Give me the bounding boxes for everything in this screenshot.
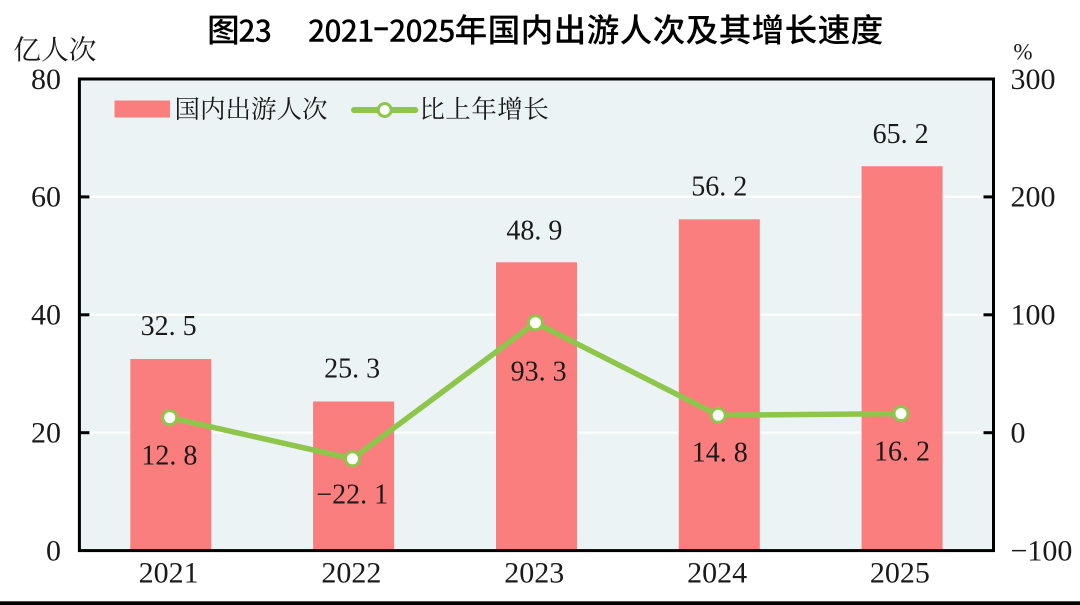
svg-text:300: 300 xyxy=(1011,63,1056,96)
svg-text:93. 3: 93. 3 xyxy=(511,356,567,387)
svg-text:80: 80 xyxy=(31,63,61,96)
svg-text:0: 0 xyxy=(46,534,61,567)
svg-text:16. 2: 16. 2 xyxy=(874,436,930,467)
svg-text:60: 60 xyxy=(31,181,61,214)
svg-text:65. 2: 65. 2 xyxy=(873,119,929,150)
svg-text:2024: 2024 xyxy=(687,556,747,589)
svg-text:48. 9: 48. 9 xyxy=(506,216,562,247)
svg-text:2021: 2021 xyxy=(139,556,199,589)
svg-text:%: % xyxy=(1013,40,1032,65)
svg-text:−22. 1: −22. 1 xyxy=(316,480,388,511)
svg-text:32. 5: 32. 5 xyxy=(141,311,197,342)
svg-text:12. 8: 12. 8 xyxy=(141,440,197,471)
svg-text:20: 20 xyxy=(31,417,61,450)
svg-text:100: 100 xyxy=(1011,299,1056,332)
svg-text:56. 2: 56. 2 xyxy=(691,172,747,203)
svg-text:2025: 2025 xyxy=(870,556,930,589)
svg-text:200: 200 xyxy=(1011,181,1056,214)
svg-text:40: 40 xyxy=(31,299,61,332)
svg-text:25. 3: 25. 3 xyxy=(324,353,380,384)
svg-text:14. 8: 14. 8 xyxy=(692,438,748,469)
svg-text:−100: −100 xyxy=(1011,534,1073,567)
svg-text:2023: 2023 xyxy=(504,556,564,589)
svg-text:2022: 2022 xyxy=(321,556,381,589)
svg-text:0: 0 xyxy=(1011,417,1026,450)
